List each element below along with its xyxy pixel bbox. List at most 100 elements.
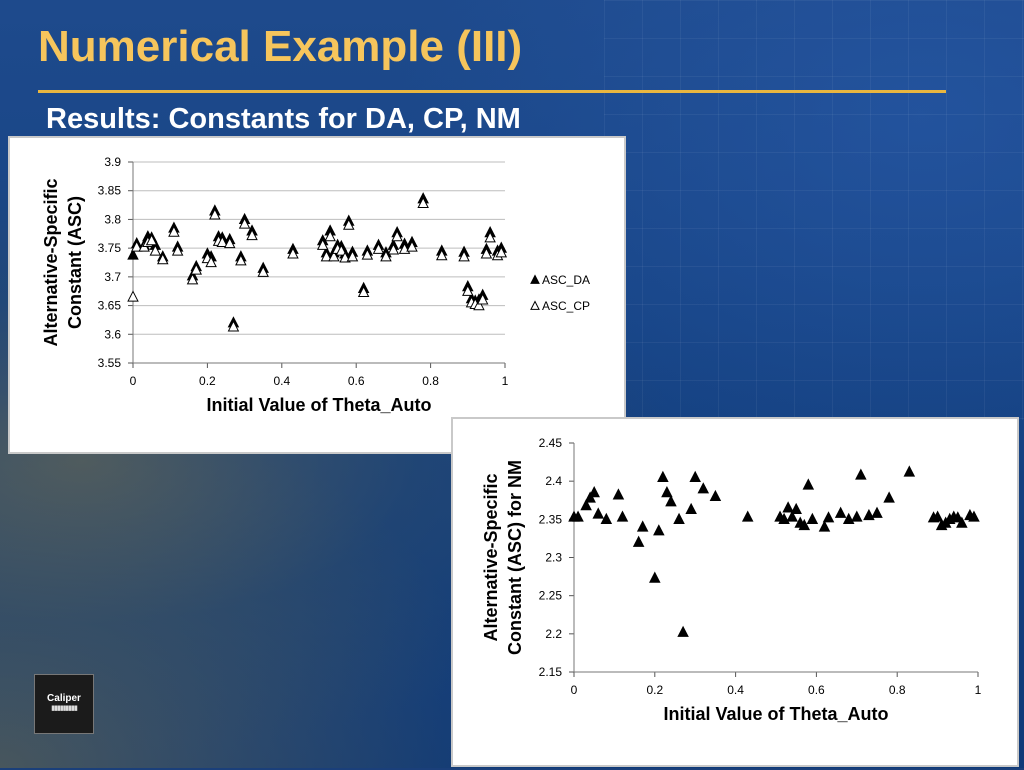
data-point-asc-cp — [335, 244, 348, 256]
data-point-series — [709, 489, 722, 502]
data-point-asc-cp — [339, 251, 351, 263]
data-point-asc-cp — [168, 225, 180, 237]
data-point-series — [592, 507, 605, 519]
data-point-series — [834, 506, 847, 518]
data-point-series — [903, 465, 916, 477]
data-point-asc-cp — [435, 249, 448, 261]
data-point-asc-cp — [458, 250, 470, 262]
y-tick-label: 2.35 — [539, 512, 563, 526]
data-point-asc-cp — [476, 293, 489, 305]
data-point-series — [778, 512, 790, 524]
legend-label: ASC_DA — [542, 273, 590, 287]
legend-marker — [530, 300, 540, 310]
data-point-asc-cp — [357, 285, 370, 297]
data-point-asc-cp — [346, 250, 359, 262]
data-point-asc-cp — [320, 250, 333, 262]
data-point-asc-cp — [391, 230, 403, 242]
data-point-asc-cp — [473, 298, 485, 311]
data-point-series — [798, 518, 811, 531]
data-point-asc-cp — [223, 236, 236, 249]
data-point-asc-cp — [238, 217, 251, 229]
data-point-asc-cp — [462, 284, 474, 296]
data-point-series — [697, 482, 710, 494]
x-tick-label: 1 — [975, 683, 982, 697]
x-tick-label: 0.6 — [808, 683, 825, 697]
data-point-series — [790, 502, 802, 515]
y-tick-label: 2.4 — [545, 474, 562, 488]
x-tick-label: 0.2 — [646, 683, 663, 697]
data-point-asc-cp — [387, 243, 400, 255]
data-point-asc-cp — [156, 253, 169, 265]
data-point-asc-cp — [246, 228, 258, 241]
data-point-series — [677, 625, 689, 637]
data-point-asc-cp — [480, 247, 493, 259]
data-point-series — [952, 511, 964, 523]
data-point-series — [588, 486, 600, 498]
data-point-series — [741, 510, 754, 522]
y-tick-label: 2.25 — [539, 589, 563, 603]
x-axis-label: Initial Value of Theta_Auto — [663, 704, 888, 724]
x-axis-label: Initial Value of Theta_Auto — [206, 395, 431, 415]
data-point-series — [689, 470, 701, 482]
data-point-asc-cp — [190, 263, 203, 275]
data-point-asc-cp — [171, 244, 184, 256]
x-tick-label: 0 — [571, 683, 578, 697]
x-tick-label: 0.4 — [273, 374, 290, 388]
data-point-asc-cp — [328, 250, 340, 262]
data-point-series — [806, 512, 819, 524]
data-point-asc-cp — [127, 290, 139, 302]
data-point-series — [685, 502, 697, 515]
data-point-series — [584, 491, 596, 503]
y-tick-label: 3.6 — [104, 327, 121, 341]
data-point-series — [968, 510, 980, 522]
data-point-series — [636, 520, 649, 532]
y-tick-label: 2.3 — [545, 551, 562, 565]
data-point-series — [782, 501, 794, 513]
data-point-asc-da — [127, 248, 139, 260]
data-point-series — [956, 516, 968, 528]
data-point-asc-cp — [372, 242, 385, 254]
data-point-series — [600, 512, 613, 524]
y-axis-label: Alternative-Specific — [41, 178, 61, 346]
data-point-asc-cp — [216, 235, 229, 248]
data-point-asc-cp — [149, 244, 162, 256]
x-tick-label: 0 — [130, 374, 137, 388]
y-tick-label: 3.55 — [98, 356, 122, 370]
data-point-asc-cp — [209, 208, 221, 220]
data-point-asc-cp — [130, 240, 143, 252]
data-point-series — [802, 478, 815, 490]
data-point-asc-cp — [417, 196, 429, 208]
data-point-series — [822, 511, 835, 523]
x-tick-label: 1 — [502, 374, 509, 388]
data-point-series — [580, 499, 592, 511]
data-point-series — [653, 524, 665, 536]
data-point-asc-cp — [380, 250, 392, 262]
data-point-series — [649, 571, 661, 583]
data-point-asc-cp — [316, 238, 329, 250]
data-point-series — [572, 510, 584, 522]
chart-asc-da-cp: 3.55 3.6 3.65 3.7 3.75 3.8 3.85 3.9 0 0.2 0.4 0.6 0.… — [41, 155, 590, 415]
y-tick-label: 3.7 — [104, 270, 121, 284]
data-point-series — [863, 508, 875, 521]
slide-subtitle: Results: Constants for DA, CP, NM — [46, 103, 521, 135]
x-tick-label: 0.8 — [889, 683, 906, 697]
x-tick-label: 0.4 — [727, 683, 744, 697]
data-point-series — [818, 520, 831, 532]
y-tick-label: 2.15 — [539, 665, 563, 679]
y-tick-label: 3.75 — [98, 241, 122, 255]
data-point-asc-cp — [205, 255, 217, 268]
logo-bars-icon: ▮▮▮▮▮▮▮▮▮ — [51, 705, 78, 712]
data-point-series — [661, 486, 673, 498]
chart-da-cp-panel: 3.55 3.6 3.65 3.7 3.75 3.8 3.85 3.9 0 0.2 0.4 0.6 0.… — [8, 136, 626, 454]
data-point-series — [665, 495, 677, 507]
data-point-asc-cp — [495, 246, 508, 258]
data-point-series — [673, 512, 685, 524]
data-point-asc-cp — [235, 254, 247, 266]
y-axis-label: Constant (ASC) — [65, 196, 85, 329]
y-tick-label: 3.85 — [98, 184, 122, 198]
caliper-logo: Caliper ▮▮▮▮▮▮▮▮▮ — [34, 674, 94, 734]
data-point-asc-cp — [287, 247, 299, 259]
data-point-asc-cp — [324, 230, 336, 242]
y-axis-label: Alternative-Specific — [481, 473, 501, 641]
y-tick-label: 2.2 — [545, 627, 562, 641]
